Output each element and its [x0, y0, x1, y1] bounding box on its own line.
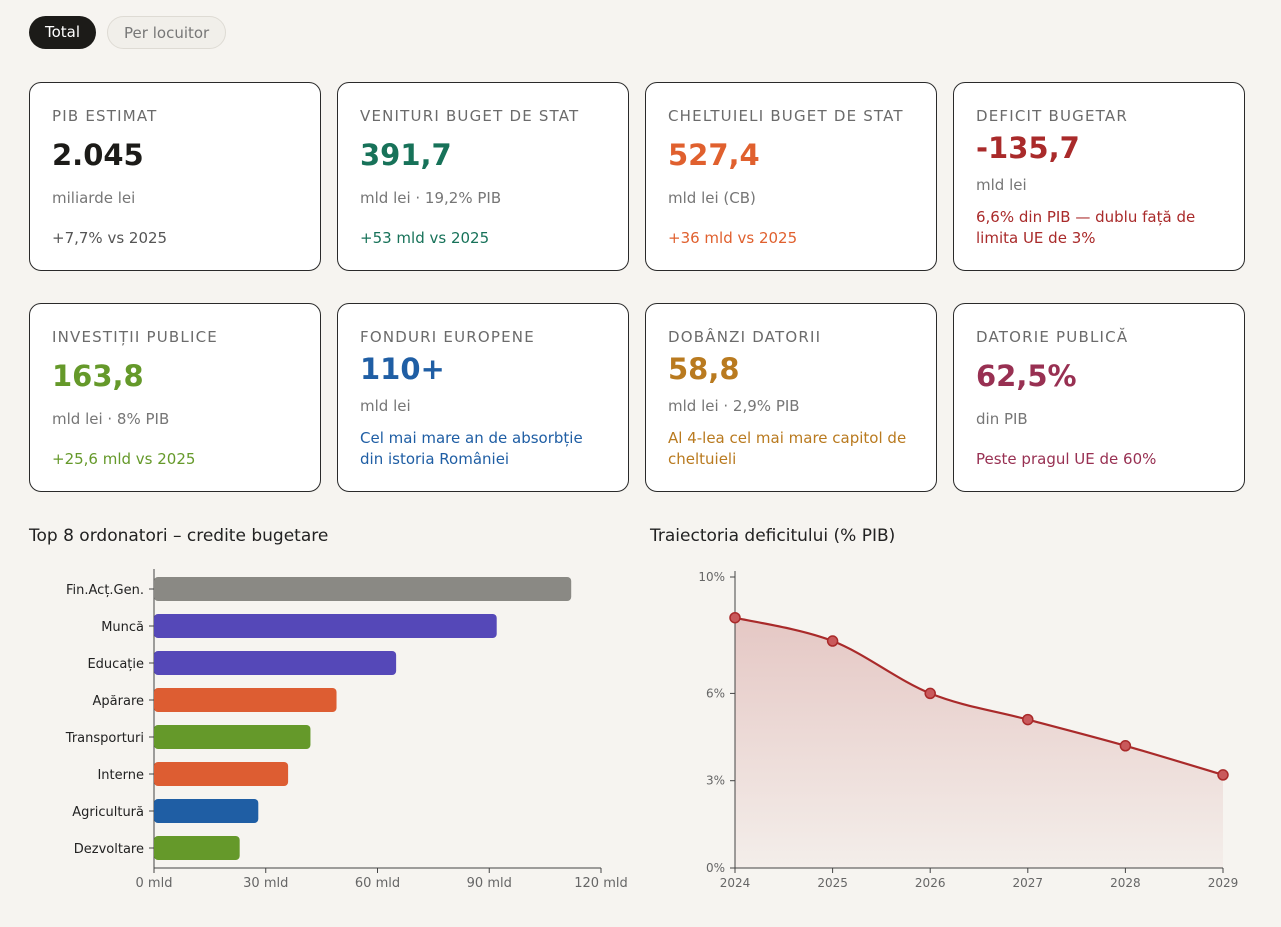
bar [154, 577, 572, 601]
kpi-note: +36 mld vs 2025 [668, 229, 798, 247]
x-tick-label: 2028 [1110, 876, 1141, 890]
x-tick-label: 2025 [817, 876, 848, 890]
kpi-label: CHELTUIELI BUGET DE STAT [668, 107, 904, 125]
kpi-note: +25,6 mld vs 2025 [52, 450, 196, 468]
bar [154, 614, 497, 638]
data-point [729, 611, 741, 624]
bar-chart-title: Top 8 ordonatori – credite bugetare [29, 526, 329, 546]
kpi-value: 527,4 [668, 138, 760, 172]
kpi-unit: mld lei [976, 176, 1027, 194]
kpi-value: 391,7 [360, 138, 452, 172]
kpi-note: +7,7% vs 2025 [52, 229, 168, 247]
kpi-unit: mld lei · 19,2% PIB [360, 189, 502, 207]
kpi-card-fonduri: FONDURI EUROPENE 110+ mld lei Cel mai ma… [337, 303, 629, 492]
bar [154, 651, 397, 675]
x-tick-label: 2029 [1208, 876, 1239, 890]
y-tick-label: 3% [706, 774, 725, 788]
y-tick-label: 0% [706, 861, 725, 875]
bar [154, 836, 240, 860]
toggle-per-capita-button[interactable]: Per locuitor [107, 16, 227, 49]
y-tick-label: Agricultură [72, 805, 144, 820]
kpi-card-cheltuieli: CHELTUIELI BUGET DE STAT 527,4 mld lei (… [645, 82, 937, 271]
kpi-value: 58,8 [668, 352, 740, 386]
bar [154, 799, 259, 823]
kpi-unit: mld lei · 8% PIB [52, 410, 170, 428]
kpi-label: FONDURI EUROPENE [360, 328, 535, 346]
kpi-label: DEFICIT BUGETAR [976, 107, 1128, 125]
data-point [1119, 740, 1132, 752]
kpi-value: 163,8 [52, 359, 144, 393]
kpi-unit: miliarde lei [52, 189, 136, 207]
kpi-card-pib: PIB ESTIMAT 2.045 miliarde lei +7,7% vs … [29, 82, 321, 271]
kpi-label: DATORIE PUBLICĂ [976, 328, 1129, 346]
deficit-line [734, 616, 1224, 776]
area-chart-title: Traiectoria deficitului (% PIB) [650, 526, 896, 546]
y-tick-label: Dezvoltare [74, 842, 144, 857]
toggle-total-button[interactable]: Total [29, 16, 97, 49]
bar-chart: Fin.Acț.Gen. Muncă Educație Apărare Transpor… [65, 569, 628, 891]
kpi-note: Cel mai mare an de absorbție din istoria… [360, 429, 583, 468]
x-tick-label: 0 mld [136, 876, 173, 891]
y-tick-label: Interne [97, 768, 144, 783]
kpi-unit: mld lei [360, 397, 411, 415]
kpi-note: Peste pragul UE de 60% [976, 450, 1157, 468]
deficit-area-chart: 0% 3% 6% 10% 2024 2025 2026 2027 2028 2029 [698, 570, 1239, 890]
x-tick-label: 120 mld [574, 876, 627, 891]
kpi-label: VENITURI BUGET DE STAT [360, 107, 580, 125]
bar [154, 725, 311, 749]
y-tick-label: Muncă [101, 620, 144, 635]
x-tick-label: 30 mld [243, 876, 288, 891]
kpi-label: INVESTIȚII PUBLICE [52, 328, 218, 346]
kpi-unit: mld lei · 2,9% PIB [668, 397, 800, 415]
bar [154, 762, 289, 786]
x-tick-label: 2024 [720, 876, 751, 890]
x-tick-label: 2026 [915, 876, 946, 890]
kpi-label: PIB ESTIMAT [52, 107, 158, 125]
y-tick-label: 6% [706, 686, 725, 700]
kpi-unit: mld lei (CB) [668, 189, 756, 207]
kpi-value: 2.045 [52, 138, 144, 172]
y-tick-label: 10% [698, 570, 725, 584]
kpi-note: 6,6% din PIB — dublu față de limita UE d… [976, 208, 1196, 247]
kpi-card-datorie: DATORIE PUBLICĂ 62,5% din PIB Peste prag… [953, 303, 1245, 492]
kpi-note: +53 mld vs 2025 [360, 229, 490, 247]
y-tick-label: Educație [87, 657, 144, 672]
data-point [924, 687, 936, 700]
kpi-label: DOBÂNZI DATORII [668, 328, 822, 346]
kpi-card-venituri: VENITURI BUGET DE STAT 391,7 mld lei · 1… [337, 82, 629, 271]
view-toggle: Total Per locuitor [29, 16, 227, 49]
kpi-value: -135,7 [976, 131, 1080, 165]
x-tick-label: 60 mld [355, 876, 400, 891]
bar [154, 688, 337, 712]
kpi-unit: din PIB [976, 410, 1028, 428]
y-tick-label: Apărare [93, 694, 144, 709]
x-tick-label: 90 mld [467, 876, 512, 891]
kpi-note: Al 4-lea cel mai mare capitol de cheltui… [668, 429, 907, 468]
data-point [1022, 713, 1034, 726]
x-tick-label: 2027 [1013, 876, 1044, 890]
kpi-value: 62,5% [976, 359, 1077, 393]
deficit-area [735, 617, 1223, 868]
kpi-value: 110+ [360, 352, 445, 386]
data-point [826, 635, 839, 647]
kpi-card-dobanzi: DOBÂNZI DATORII 58,8 mld lei · 2,9% PIB … [645, 303, 937, 492]
kpi-card-investitii: INVESTIȚII PUBLICE 163,8 mld lei · 8% PI… [29, 303, 321, 492]
y-tick-label: Transporturi [65, 731, 144, 746]
y-tick-label: Fin.Acț.Gen. [66, 583, 144, 598]
data-point [1217, 769, 1229, 781]
kpi-card-deficit: DEFICIT BUGETAR -135,7 mld lei 6,6% din … [953, 82, 1245, 271]
